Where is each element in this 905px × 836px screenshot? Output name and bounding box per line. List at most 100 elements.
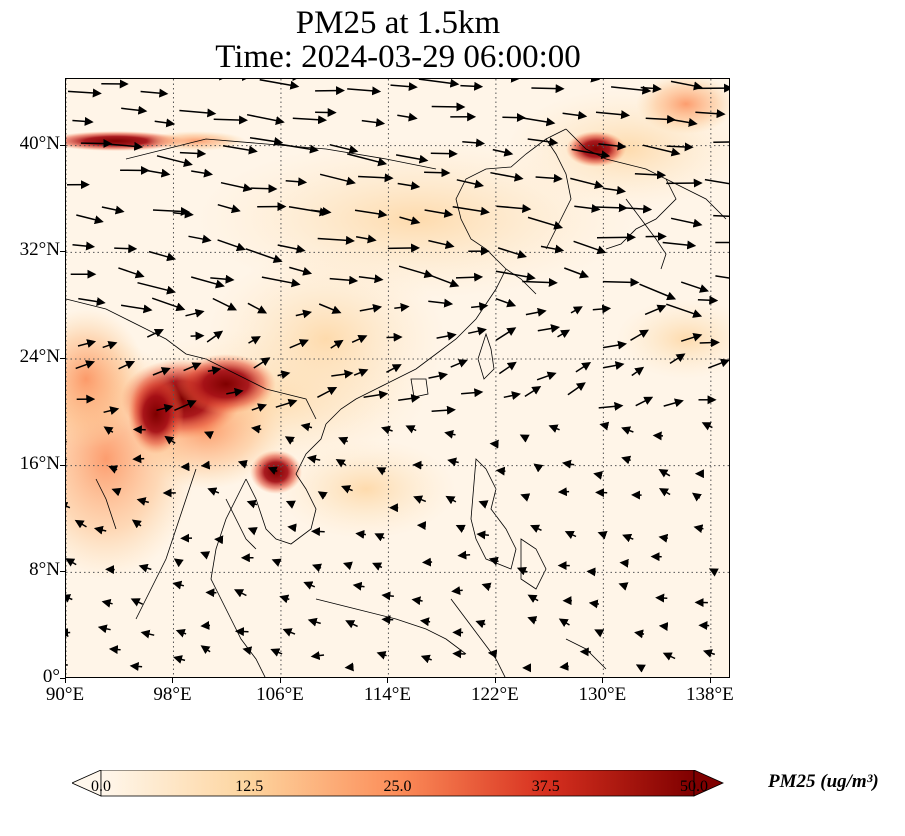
wind-arrow	[190, 276, 225, 289]
wind-arrow	[498, 361, 517, 375]
wind-arrow	[593, 471, 603, 480]
lon-tick-mark	[279, 678, 281, 683]
wind-arrow	[527, 216, 564, 230]
wind-arrow	[430, 149, 458, 159]
wind-arrow	[626, 204, 653, 214]
wind-arrow	[573, 240, 607, 255]
wind-arrow	[496, 204, 532, 213]
wind-arrow	[131, 519, 142, 529]
wind-arrow	[80, 138, 113, 148]
wind-arrow	[318, 303, 342, 314]
wind-arrow	[374, 533, 385, 542]
wind-arrow	[639, 283, 677, 301]
wind-arrow	[436, 331, 457, 341]
lat-tick-label: 24°N	[19, 346, 60, 367]
wind-arrow	[495, 297, 517, 308]
wind-arrow	[447, 457, 459, 467]
wind-arrow	[331, 369, 354, 379]
wind-arrow	[358, 274, 384, 284]
wind-arrow	[455, 524, 466, 533]
wind-arrow	[222, 144, 258, 155]
wind-arrow	[630, 329, 649, 341]
wind-arrow	[363, 390, 389, 400]
wind-arrow	[567, 382, 586, 396]
wind-arrow	[140, 629, 155, 639]
wind-arrow	[248, 336, 261, 345]
wind-arrow	[285, 177, 308, 187]
wind-arrow	[114, 244, 138, 254]
wind-arrow	[411, 596, 423, 606]
wind-arrow	[250, 424, 262, 434]
wind-arrow	[319, 173, 356, 186]
wind-arrow	[693, 524, 704, 534]
wind-arrow	[502, 113, 526, 123]
wind-arrow	[77, 339, 97, 348]
wind-arrow	[540, 244, 565, 254]
wind-arrow	[253, 357, 271, 369]
wind-arrow	[559, 661, 569, 671]
wind-arrow	[619, 558, 629, 568]
colorbar-gradient	[100, 770, 695, 797]
wind-arrow	[200, 645, 211, 655]
lon-tick-label: 98°E	[153, 684, 192, 705]
wind-arrow	[152, 206, 190, 216]
wind-arrow	[611, 85, 652, 95]
wind-arrow	[386, 364, 402, 373]
wind-arrow	[354, 209, 388, 219]
wind-arrow	[347, 153, 388, 167]
pm25-map	[66, 79, 729, 677]
wind-arrow	[353, 368, 369, 377]
lon-tick-label: 130°E	[578, 684, 627, 705]
lat-tick-mark	[60, 358, 65, 359]
wind-arrow	[247, 527, 258, 536]
wind-arrow	[317, 386, 338, 398]
wind-arrow	[66, 628, 71, 638]
wind-arrow	[251, 403, 268, 412]
wind-arrow	[663, 398, 684, 408]
wind-arrow	[103, 426, 114, 435]
map-title: PM25 at 1.5km	[295, 5, 501, 41]
wind-arrow	[701, 422, 713, 431]
wind-arrow	[413, 495, 427, 504]
wind-arrow	[329, 275, 359, 285]
wind-arrow	[428, 239, 455, 250]
wind-arrow	[259, 79, 300, 90]
wind-arrow	[355, 234, 377, 244]
wind-arrow	[136, 497, 149, 506]
wind-arrow	[420, 654, 432, 664]
wind-arrow	[395, 154, 429, 164]
lat-tick-mark	[60, 251, 65, 253]
wind-arrow	[658, 533, 669, 543]
wind-arrow	[310, 207, 332, 217]
wind-arrow	[666, 303, 703, 318]
wind-arrow	[450, 359, 468, 368]
wind-arrow	[146, 328, 164, 338]
wind-arrow	[338, 436, 349, 446]
wind-arrow	[495, 466, 506, 476]
wind-arrow	[398, 265, 434, 279]
wind-arrow	[658, 488, 671, 497]
wind-arrow	[154, 118, 176, 128]
wind-arrow	[670, 217, 703, 228]
wind-arrow	[207, 365, 222, 375]
wind-arrow	[234, 627, 249, 637]
wind-arrow	[287, 523, 297, 533]
wind-arrow	[108, 645, 121, 655]
wind-arrow	[537, 324, 561, 333]
wind-arrow	[246, 113, 285, 125]
wind-arrow	[359, 303, 383, 313]
wind-arrow	[376, 467, 387, 476]
wind-arrow	[531, 84, 565, 94]
wind-arrow	[431, 405, 456, 415]
lat-tick-mark	[60, 144, 65, 146]
wind-arrow	[522, 278, 558, 288]
wind-arrow	[317, 491, 328, 500]
wind-arrow	[564, 267, 590, 279]
colorbar-tick-label: 0.0	[91, 778, 111, 795]
wind-arrow	[250, 184, 278, 194]
wind-vectors	[66, 79, 729, 673]
wind-arrow	[132, 454, 145, 464]
wind-arrow	[655, 593, 668, 603]
wind-arrow	[109, 141, 144, 151]
wind-arrow	[602, 340, 628, 350]
